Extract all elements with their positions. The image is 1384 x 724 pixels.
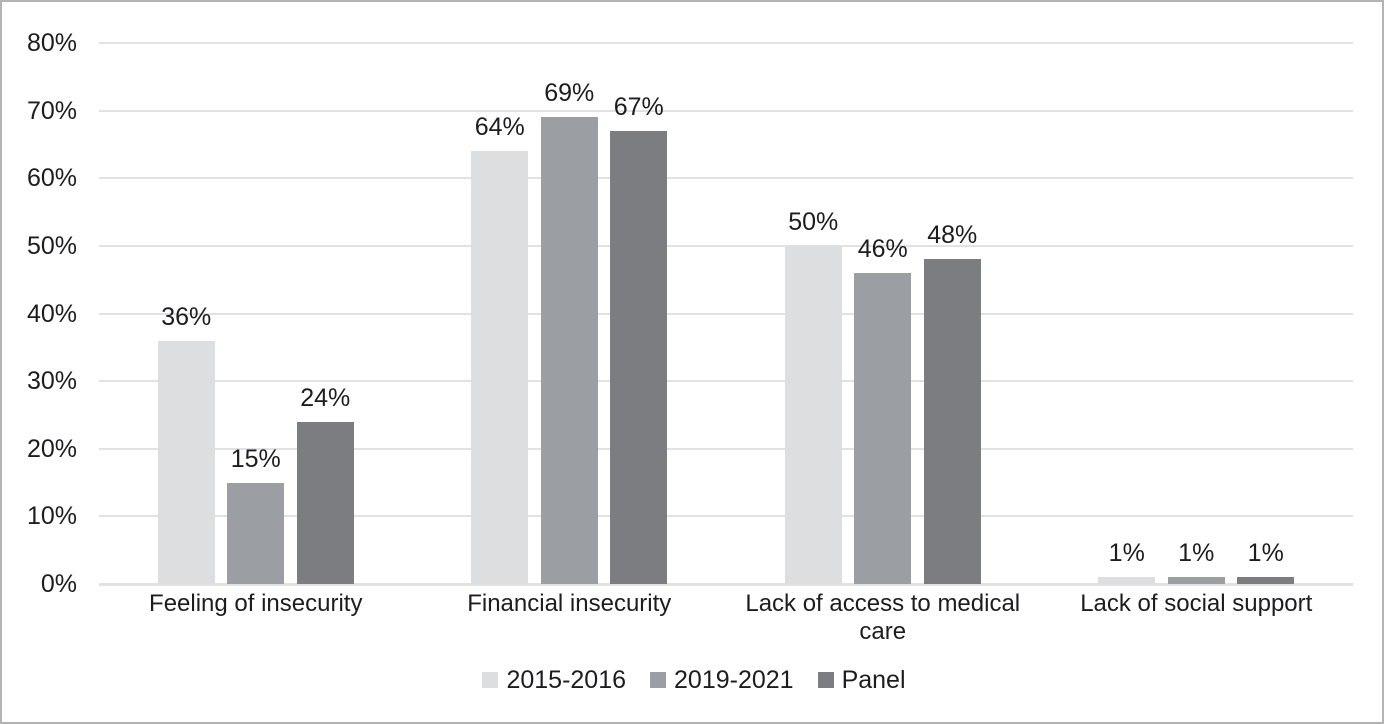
gridline <box>99 515 1353 518</box>
bar-value-label: 1% <box>1247 539 1284 568</box>
bar-value-label: 1% <box>1108 539 1145 568</box>
bar-value-label: 69% <box>544 79 595 108</box>
category-label: Financial insecurity <box>467 590 672 617</box>
legend-swatch <box>650 672 667 688</box>
legend-item: 2019-2021 <box>650 666 794 695</box>
bar-value-label: 46% <box>857 234 908 263</box>
bar <box>227 482 285 584</box>
bar <box>540 117 598 584</box>
bar-value-label: 67% <box>613 92 664 121</box>
bar <box>296 421 354 584</box>
bar-value-label: 24% <box>300 383 351 412</box>
legend-label: 2015-2016 <box>506 665 627 694</box>
gridline <box>99 42 1353 44</box>
bar <box>923 259 981 584</box>
bar <box>1098 577 1156 584</box>
bar-value-label: 15% <box>230 444 281 473</box>
category-label: Lack of access to medical care <box>745 590 1021 645</box>
gridline <box>99 380 1353 383</box>
bar <box>471 151 529 584</box>
legend-label: Panel <box>841 665 906 694</box>
bar <box>610 130 668 584</box>
legend-item: Panel <box>817 665 906 695</box>
bar-value-label: 36% <box>161 302 212 331</box>
bar-value-label: 48% <box>927 221 978 250</box>
y-axis-tick-label: 50% <box>26 231 77 260</box>
y-axis-tick-label: 60% <box>26 164 77 193</box>
bar <box>1167 577 1225 584</box>
legend-item: 2015-2016 <box>482 666 626 695</box>
bar <box>157 340 215 584</box>
chart-legend: 2015-2016 2019-2021 Panel <box>2 663 1382 697</box>
gridline <box>99 177 1353 180</box>
gridline <box>99 312 1353 315</box>
bar-value-label: 64% <box>474 113 525 142</box>
y-axis-tick-label: 40% <box>26 299 77 328</box>
bar <box>1237 577 1295 584</box>
bar-value-label: 50% <box>788 207 839 236</box>
y-axis-tick-label: 0% <box>40 570 77 598</box>
legend-swatch <box>482 672 499 688</box>
y-axis-tick-label: 10% <box>26 502 77 531</box>
legend-swatch <box>817 672 834 688</box>
x-axis-baseline <box>99 582 1353 586</box>
category-label: Feeling of insecurity <box>149 590 363 617</box>
y-axis-tick-label: 70% <box>26 96 77 125</box>
y-axis-tick-label: 20% <box>26 434 77 463</box>
gridline <box>99 447 1353 450</box>
y-axis-tick-label: 30% <box>26 367 77 396</box>
gridline <box>99 109 1353 112</box>
y-axis-tick-label: 80% <box>26 29 77 57</box>
legend-label: 2019-2021 <box>674 665 794 694</box>
bar <box>784 245 842 584</box>
category-label: Lack of social support <box>1080 590 1313 617</box>
gridline <box>99 244 1353 247</box>
bar-value-label: 1% <box>1178 539 1215 568</box>
bar <box>854 272 912 584</box>
